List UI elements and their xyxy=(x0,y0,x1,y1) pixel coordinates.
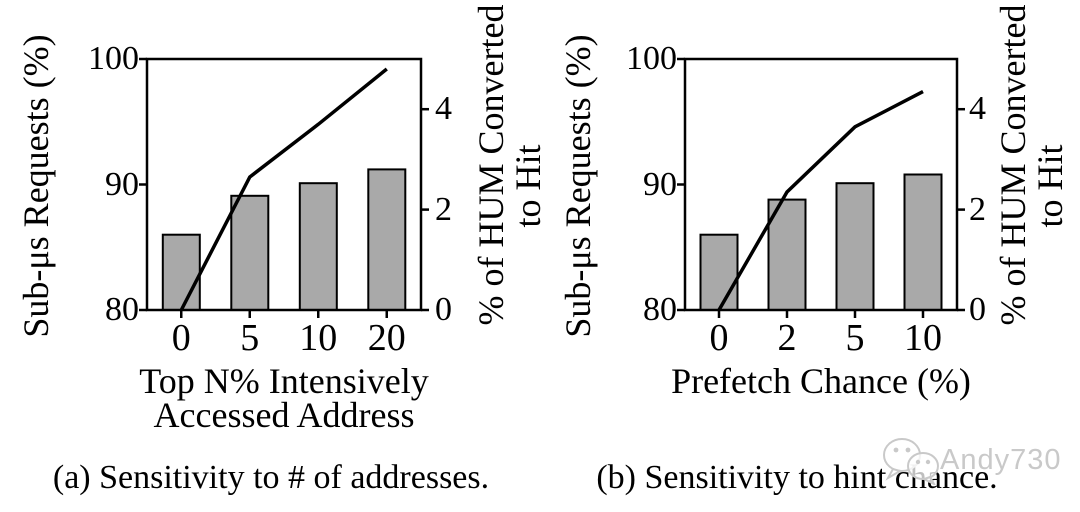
left-y-tick-label: 100 xyxy=(626,40,677,77)
bar xyxy=(835,182,875,311)
watermark-text: Andy730 xyxy=(940,444,1062,476)
left-y-axis-label: Sub-μs Requests (%) xyxy=(16,34,56,338)
bar xyxy=(230,194,270,311)
watermark: Andy730 xyxy=(881,433,1080,493)
x-tick-label: 5 xyxy=(240,317,260,359)
right-y-tick-label: 0 xyxy=(435,291,452,328)
right-y-axis-label-line2: to Hit xyxy=(508,144,548,228)
right-y-axis-label-line2: to Hit xyxy=(1030,144,1070,228)
left-y-tick-label: 90 xyxy=(643,165,677,203)
x-tick-labels: 0 2 5 10 xyxy=(685,316,957,360)
left-y-tick-labels: 100 90 80 xyxy=(593,42,677,327)
right-y-tick-label: 4 xyxy=(435,90,452,128)
bar xyxy=(767,198,807,312)
left-y-tick-label: 90 xyxy=(105,165,139,203)
plot-area-a xyxy=(139,57,429,318)
subfigure-caption-a: (a) Sensitivity to # of addresses. xyxy=(52,459,490,496)
right-y-tick-labels: 4 2 0 xyxy=(969,59,1015,327)
right-y-tick-labels: 4 2 0 xyxy=(435,59,481,327)
wechat-icon xyxy=(883,438,939,485)
left-y-axis-label: Sub-μs Requests (%) xyxy=(558,34,598,338)
plot-area-b xyxy=(677,57,965,318)
x-tick-label: 5 xyxy=(845,317,865,359)
right-y-tick-label: 2 xyxy=(435,190,452,228)
left-y-tick-label: 80 xyxy=(105,291,139,328)
bar xyxy=(699,233,739,311)
left-y-tick-label: 80 xyxy=(643,291,677,328)
left-y-tick-labels: 100 90 80 xyxy=(55,42,139,327)
x-tick-label: 0 xyxy=(171,317,191,359)
right-y-axis-label-line1: % of HUM Converted xyxy=(471,4,511,326)
x-tick-label: 20 xyxy=(367,317,406,359)
right-y-tick-label: 4 xyxy=(969,90,986,128)
bar xyxy=(903,173,943,311)
x-tick-label: 2 xyxy=(777,317,797,359)
right-y-tick-label: 0 xyxy=(969,291,986,328)
x-axis-label-line2: Accessed Address xyxy=(153,395,415,435)
x-tick-label: 10 xyxy=(904,317,942,359)
x-tick-label: 0 xyxy=(709,317,729,359)
bar xyxy=(367,168,407,312)
line-series xyxy=(717,90,924,311)
bar xyxy=(298,182,338,311)
right-y-axis-label-line1: % of HUM Converted xyxy=(993,4,1033,326)
right-y-tick-label: 2 xyxy=(969,190,986,228)
x-axis-label-line1: Prefetch Chance (%) xyxy=(671,361,971,401)
line-series xyxy=(179,67,388,311)
bar xyxy=(161,233,201,311)
left-y-tick-label: 100 xyxy=(88,40,139,77)
x-tick-label: 10 xyxy=(299,317,338,359)
x-tick-labels: 0 5 10 20 xyxy=(147,316,421,360)
x-axis-label-line1: Top N% Intensively xyxy=(139,361,429,401)
